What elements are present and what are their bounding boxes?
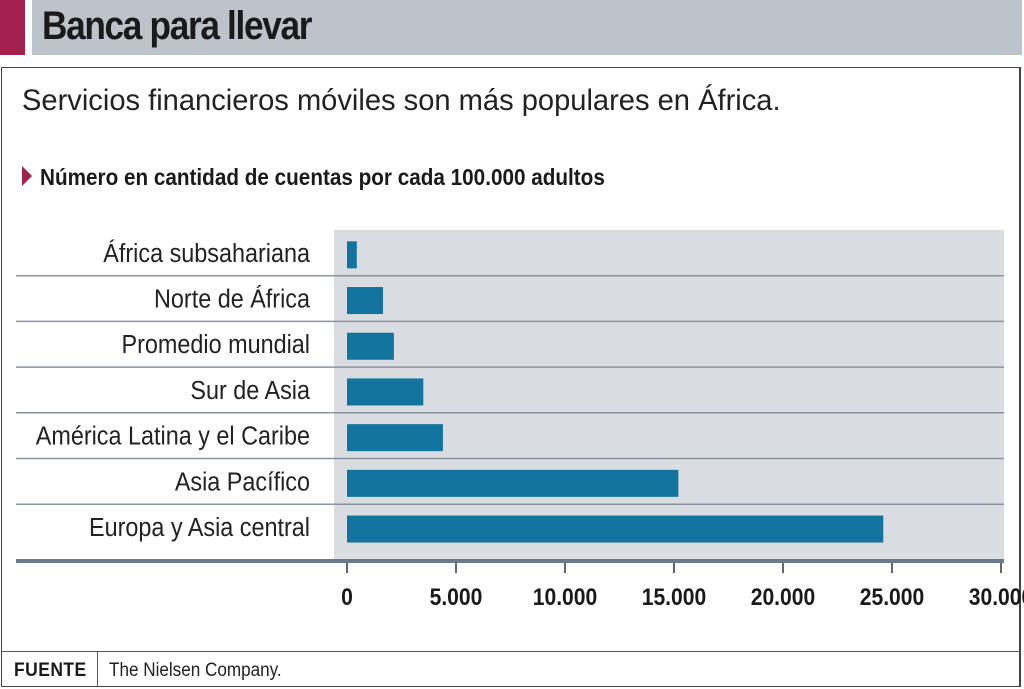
x-tick-label: 5.000 bbox=[430, 584, 483, 611]
source-label: FUENTE bbox=[14, 660, 87, 681]
x-tick-label: 20.000 bbox=[751, 584, 816, 611]
category-label: Promedio mundial bbox=[122, 331, 310, 359]
bar bbox=[347, 424, 443, 452]
header-accent bbox=[0, 0, 25, 55]
source-text: The Nielsen Company. bbox=[109, 660, 282, 681]
plot-background bbox=[334, 230, 1004, 560]
category-label: Europa y Asia central bbox=[89, 514, 310, 542]
source-separator bbox=[97, 652, 98, 687]
category-label: Norte de África bbox=[154, 285, 310, 313]
chart-title: Banca para llevar bbox=[42, 4, 312, 48]
triangle-right-icon bbox=[22, 166, 32, 186]
category-label: Sur de Asia bbox=[190, 377, 310, 405]
category-label: Asia Pacífico bbox=[175, 468, 310, 496]
bar bbox=[347, 241, 357, 269]
chart-subtitle: Servicios financieros móviles son más po… bbox=[22, 84, 781, 117]
header-bar: Banca para llevar bbox=[32, 0, 1022, 55]
category-label: América Latina y el Caribe bbox=[36, 423, 310, 451]
x-tick-label: 15.000 bbox=[642, 584, 707, 611]
bar bbox=[347, 287, 383, 315]
bar bbox=[347, 378, 424, 406]
source-divider bbox=[1, 651, 1020, 652]
chart-frame bbox=[1, 67, 1021, 687]
bar bbox=[347, 469, 679, 497]
x-tick-label: 0 bbox=[341, 584, 353, 611]
x-tick-label: 10.000 bbox=[533, 584, 598, 611]
x-tick-label: 30.000 bbox=[969, 584, 1024, 611]
x-tick-label: 25.000 bbox=[860, 584, 925, 611]
category-label: África subsahariana bbox=[103, 240, 310, 268]
unit-label: Número en cantidad de cuentas por cada 1… bbox=[40, 164, 605, 190]
bar bbox=[347, 332, 394, 360]
bar bbox=[347, 515, 884, 543]
